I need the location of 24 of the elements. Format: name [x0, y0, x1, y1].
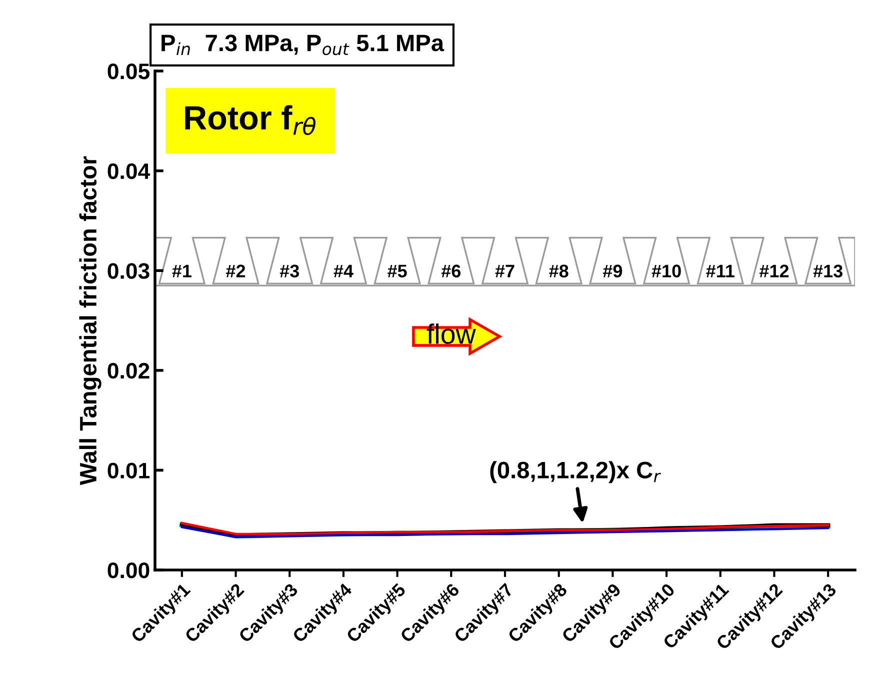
annotation: #12: [759, 264, 789, 278]
annotation: #2: [226, 264, 246, 278]
annotation: #6: [441, 264, 461, 278]
annotation: #5: [388, 264, 407, 278]
annotation: #8: [549, 264, 568, 278]
y-axis-title: Wall Tangential friction factor: [79, 156, 102, 486]
annotation: #10: [652, 264, 681, 278]
annotation: #3: [280, 264, 300, 278]
annotation: #1: [172, 264, 192, 278]
annotation: #4: [334, 264, 354, 278]
y-tick-label: 0.04: [108, 163, 150, 180]
annotation: #13: [813, 264, 842, 278]
annotation: (0.8,1,1.2,2)x C$_{r}$: [490, 461, 661, 484]
y-tick-label: 0.03: [108, 263, 150, 279]
annotation: flow: [426, 324, 476, 344]
y-tick-label: 0.02: [108, 362, 150, 379]
annotation: #7: [495, 264, 514, 278]
annotation: #9: [602, 264, 622, 278]
y-tick-label: 0.01: [108, 462, 150, 478]
annotation: #11: [706, 264, 734, 278]
chart-title: P$_{in}$ 7.3 MPa, P$_{out}$ 5.1 MPa: [162, 34, 444, 56]
y-tick-label: 0.05: [108, 64, 150, 80]
y-tick-label: 0.00: [108, 562, 150, 578]
text: Rotor f$_{rθ}$: [185, 105, 316, 136]
